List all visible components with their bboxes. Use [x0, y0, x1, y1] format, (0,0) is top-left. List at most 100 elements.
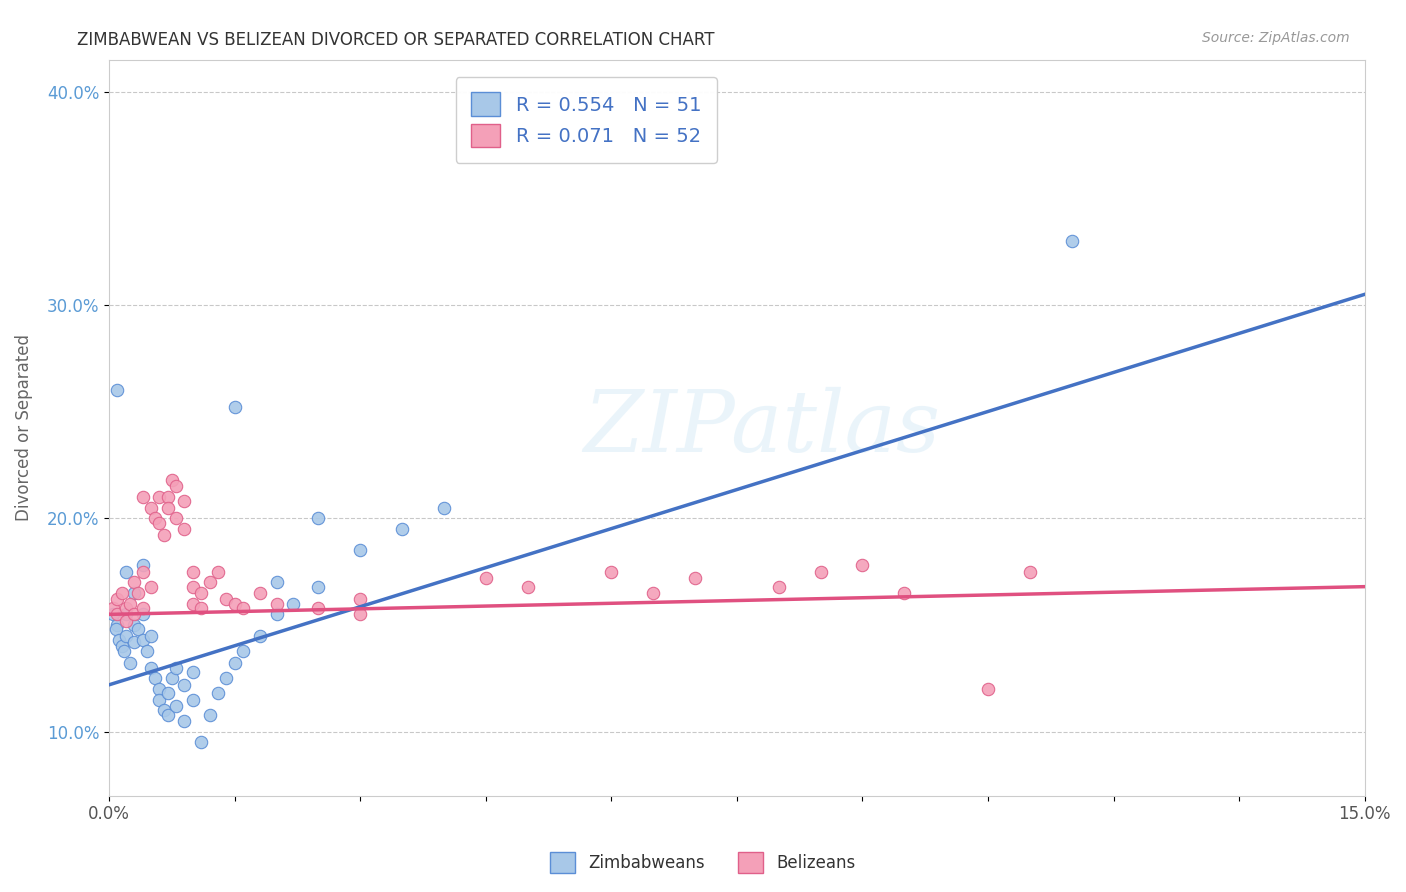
Point	[349, 543, 371, 558]
Point	[215, 672, 238, 686]
Point	[391, 522, 413, 536]
Point	[232, 601, 254, 615]
Point	[181, 565, 204, 579]
Point	[156, 686, 179, 700]
Legend: Zimbabweans, Belizeans: Zimbabweans, Belizeans	[543, 846, 863, 880]
Point	[249, 629, 271, 643]
Point	[103, 601, 125, 615]
Point	[1060, 234, 1083, 248]
Point	[139, 661, 162, 675]
Point	[107, 384, 129, 398]
Point	[683, 571, 706, 585]
Legend: R = 0.554   N = 51, R = 0.071   N = 52: R = 0.554 N = 51, R = 0.071 N = 52	[456, 77, 717, 163]
Point	[131, 607, 153, 622]
Point	[122, 618, 145, 632]
Point	[115, 614, 138, 628]
Point	[190, 601, 212, 615]
Point	[131, 632, 153, 647]
Point	[118, 657, 141, 671]
Point	[224, 657, 246, 671]
Point	[232, 643, 254, 657]
Point	[131, 490, 153, 504]
Point	[643, 586, 665, 600]
Point	[600, 565, 623, 579]
Point	[143, 672, 166, 686]
Point	[266, 607, 288, 622]
Point	[307, 601, 329, 615]
Point	[207, 565, 229, 579]
Point	[156, 500, 179, 515]
Point	[977, 681, 1000, 696]
Point	[139, 629, 162, 643]
Point	[152, 528, 174, 542]
Point	[190, 735, 212, 749]
Point	[131, 565, 153, 579]
Text: Source: ZipAtlas.com: Source: ZipAtlas.com	[1202, 31, 1350, 45]
Point	[307, 511, 329, 525]
Point	[122, 607, 145, 622]
Point	[165, 479, 187, 493]
Point	[122, 586, 145, 600]
Point	[224, 401, 246, 415]
Point	[768, 580, 790, 594]
Point	[118, 597, 141, 611]
Point	[156, 490, 179, 504]
Point	[135, 643, 157, 657]
Point	[122, 575, 145, 590]
Point	[198, 707, 221, 722]
Point	[266, 575, 288, 590]
Point	[173, 494, 195, 508]
Point	[810, 565, 832, 579]
Point	[131, 601, 153, 615]
Point	[112, 643, 135, 657]
Point	[160, 672, 183, 686]
Point	[307, 580, 329, 594]
Point	[148, 681, 170, 696]
Point	[181, 597, 204, 611]
Point	[893, 586, 915, 600]
Point	[165, 699, 187, 714]
Point	[283, 597, 305, 611]
Point	[115, 601, 138, 615]
Text: ZIPatlas: ZIPatlas	[583, 386, 941, 469]
Point	[143, 511, 166, 525]
Point	[173, 522, 195, 536]
Point	[190, 586, 212, 600]
Point	[173, 714, 195, 728]
Point	[139, 580, 162, 594]
Point	[165, 511, 187, 525]
Point	[139, 500, 162, 515]
Point	[148, 516, 170, 530]
Point	[115, 565, 138, 579]
Point	[181, 665, 204, 679]
Point	[107, 607, 129, 622]
Y-axis label: Divorced or Separated: Divorced or Separated	[15, 334, 32, 521]
Point	[249, 586, 271, 600]
Point	[111, 640, 134, 654]
Point	[160, 473, 183, 487]
Point	[349, 592, 371, 607]
Point	[516, 580, 538, 594]
Point	[107, 618, 129, 632]
Point	[165, 661, 187, 675]
Point	[107, 592, 129, 607]
Point	[103, 607, 125, 622]
Point	[224, 597, 246, 611]
Point	[148, 490, 170, 504]
Point	[115, 607, 138, 622]
Point	[181, 692, 204, 706]
Point	[215, 592, 238, 607]
Point	[349, 607, 371, 622]
Point	[108, 632, 131, 647]
Point	[156, 707, 179, 722]
Point	[198, 575, 221, 590]
Point	[122, 635, 145, 649]
Point	[104, 623, 127, 637]
Point	[207, 686, 229, 700]
Point	[1019, 565, 1042, 579]
Point	[148, 692, 170, 706]
Point	[266, 597, 288, 611]
Point	[115, 629, 138, 643]
Point	[173, 678, 195, 692]
Text: ZIMBABWEAN VS BELIZEAN DIVORCED OR SEPARATED CORRELATION CHART: ZIMBABWEAN VS BELIZEAN DIVORCED OR SEPAR…	[77, 31, 714, 49]
